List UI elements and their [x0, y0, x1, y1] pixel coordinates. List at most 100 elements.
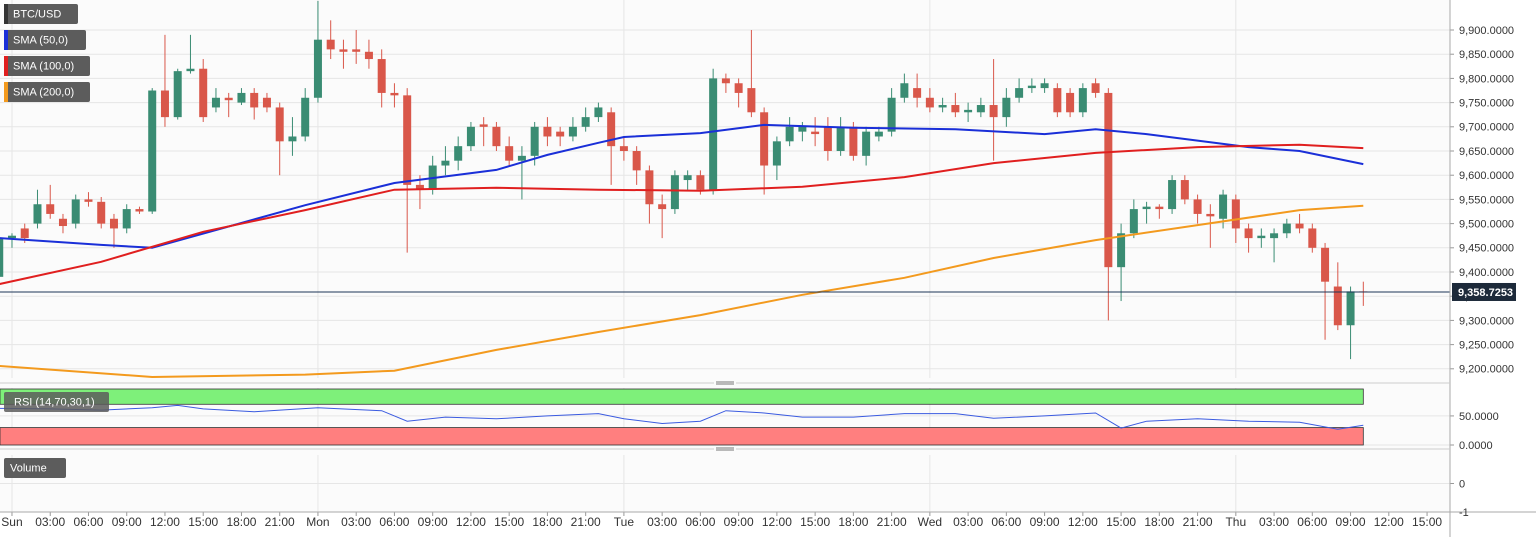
- candle-body: [250, 92, 259, 108]
- candle-body: [364, 51, 373, 60]
- candle-body: [619, 146, 628, 152]
- x-tick-label: 18:00: [838, 515, 868, 529]
- candle-body: [1295, 223, 1304, 229]
- y-tick-label: 9,250.0000: [1459, 340, 1514, 352]
- x-tick-label: 06:00: [73, 515, 103, 529]
- candle-body: [352, 49, 361, 52]
- sma-line: [0, 143, 1364, 285]
- y-tick-label: 50.0000: [1459, 411, 1499, 423]
- candle-body: [186, 68, 195, 72]
- x-tick-label: 06:00: [379, 515, 409, 529]
- legend-swatch: [4, 56, 8, 76]
- candle-body: [556, 131, 565, 137]
- candle-body: [670, 175, 679, 210]
- candle-body: [1104, 92, 1113, 268]
- candle-body: [454, 146, 463, 161]
- y-tick-label: 0: [1459, 478, 1465, 490]
- legend-label: SMA (100,0): [13, 60, 74, 72]
- x-tick-label: 21:00: [1183, 515, 1213, 529]
- candle-body: [1129, 209, 1138, 234]
- y-tick-label: 9,650.0000: [1459, 146, 1514, 158]
- x-tick-label: 09:00: [1030, 515, 1060, 529]
- x-tick-label: 21:00: [571, 515, 601, 529]
- x-tick-label: 12:00: [456, 515, 486, 529]
- x-tick-label: 21:00: [265, 515, 295, 529]
- y-tick-label: 9,200.0000: [1459, 364, 1514, 376]
- legend-box: [4, 4, 78, 24]
- plot-background: [0, 0, 1450, 512]
- candle-body: [1015, 88, 1024, 98]
- candle-body: [71, 199, 80, 224]
- candle-body: [1321, 247, 1330, 282]
- candle-body: [811, 131, 820, 135]
- candle-body: [173, 71, 182, 118]
- candle-body: [798, 126, 807, 132]
- y-tick-label: -1: [1459, 507, 1469, 519]
- candle-body: [1168, 180, 1177, 210]
- legend-label: Volume: [10, 462, 47, 474]
- candle-body: [1257, 235, 1266, 239]
- x-tick-label: Sun: [1, 515, 22, 529]
- candle-body: [160, 90, 169, 118]
- candle-body: [326, 39, 335, 50]
- candle-body: [122, 209, 131, 229]
- x-tick-label: 06:00: [685, 515, 715, 529]
- x-tick-label: 09:00: [418, 515, 448, 529]
- candle-body: [199, 68, 208, 118]
- legend-box: [4, 82, 90, 102]
- candle-body: [938, 105, 947, 108]
- y-tick-label: 9,600.0000: [1459, 170, 1514, 182]
- candle-body: [874, 131, 883, 137]
- candle-body: [109, 218, 118, 229]
- x-tick-label: 03:00: [35, 515, 65, 529]
- last-price-box: [1452, 282, 1516, 301]
- y-tick-label: 9,800.0000: [1459, 73, 1514, 85]
- y-tick-label: 9,450.0000: [1459, 243, 1514, 255]
- candle-body: [339, 49, 348, 52]
- x-tick-label: 03:00: [647, 515, 677, 529]
- legend-label: BTC/USD: [13, 8, 61, 20]
- candle-body: [301, 97, 310, 137]
- rsi-line: [0, 404, 1364, 430]
- x-tick-label: 18:00: [226, 515, 256, 529]
- x-tick-label: 15:00: [494, 515, 524, 529]
- candle-body: [658, 204, 667, 210]
- x-tick-label: Tue: [614, 515, 635, 529]
- x-tick-label: 03:00: [341, 515, 371, 529]
- candle-body: [989, 105, 998, 118]
- sma-line: [0, 204, 1364, 379]
- candle-body: [505, 146, 514, 161]
- candle-body: [377, 59, 386, 93]
- candle-body: [479, 124, 488, 127]
- candle-body: [135, 209, 144, 212]
- candle-body: [1027, 85, 1036, 89]
- candle-body: [1078, 88, 1087, 113]
- candle-body: [734, 83, 743, 93]
- x-tick-label: 15:00: [1412, 515, 1442, 529]
- candle-body: [683, 175, 692, 181]
- candle-body: [20, 228, 29, 239]
- candle-body: [1270, 233, 1279, 239]
- marks: [0, 0, 1450, 446]
- resize-handle[interactable]: [714, 380, 736, 387]
- candle-body: [7, 235, 16, 239]
- x-tick-label: 18:00: [1144, 515, 1174, 529]
- legend-label: RSI (14,70,30,1): [14, 396, 95, 408]
- candle-body: [632, 151, 641, 171]
- candle-body: [823, 126, 832, 152]
- legend-swatch: [4, 30, 8, 50]
- candle-body: [1231, 199, 1240, 229]
- candle-body: [581, 117, 590, 127]
- candle-body: [645, 170, 654, 205]
- candle-body: [913, 88, 922, 98]
- candle-body: [976, 105, 985, 113]
- legend-box: [4, 30, 86, 50]
- candle-body: [1180, 180, 1189, 200]
- candle-body: [721, 78, 730, 84]
- candle-body: [58, 218, 67, 227]
- x-tick-label: Thu: [1225, 515, 1246, 529]
- y-tick-label: 9,500.0000: [1459, 219, 1514, 231]
- candle-body: [1219, 194, 1228, 219]
- candle-body: [466, 126, 475, 147]
- resize-handle[interactable]: [714, 446, 736, 453]
